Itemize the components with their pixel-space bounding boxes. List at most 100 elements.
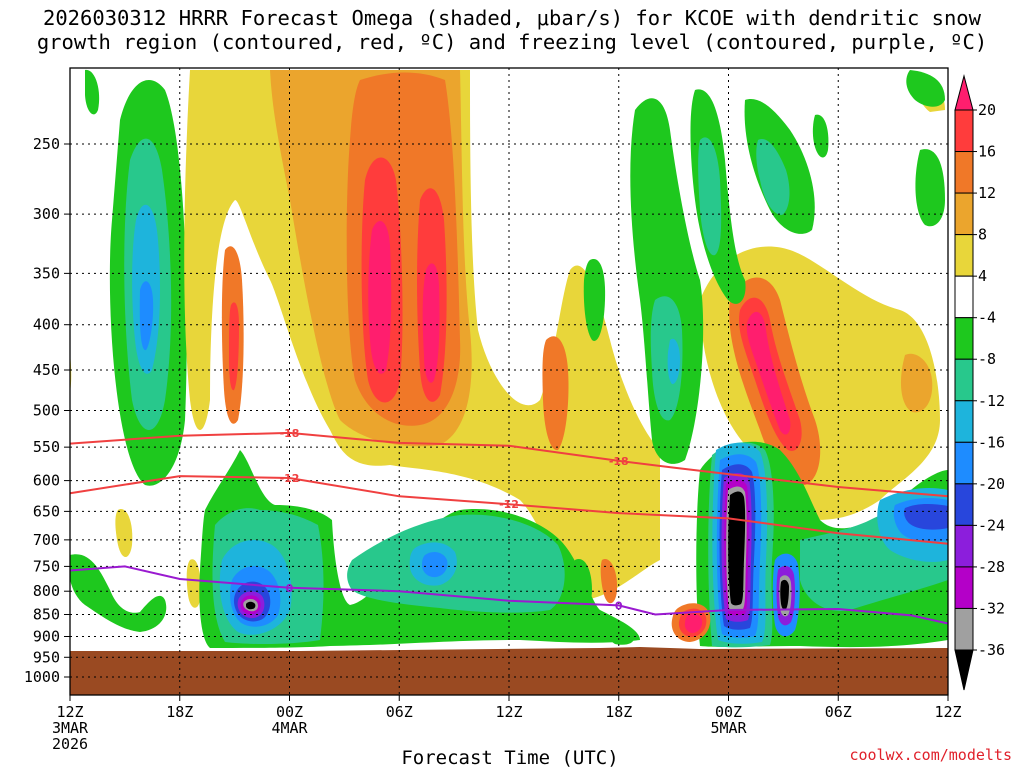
dgz-contour-label: -12 <box>280 472 300 485</box>
omega-region <box>756 139 790 215</box>
colorbar-swatch <box>954 192 974 236</box>
omega-region <box>542 336 569 451</box>
omega-region <box>667 338 680 385</box>
colorbar-swatch <box>954 358 974 402</box>
x-tick-label: 12Z <box>56 703 83 721</box>
omega-region <box>422 552 448 578</box>
colorbar-swatch <box>954 151 974 194</box>
omega-region <box>630 98 704 464</box>
y-tick-label: 250 <box>33 135 60 153</box>
x-tick-label: 06Z <box>825 703 852 721</box>
omega-region <box>186 559 201 608</box>
x-tick-label: 00Z <box>715 703 742 721</box>
x-tick-sublabel: 4MAR <box>271 719 308 737</box>
colorbar-swatch <box>954 483 974 526</box>
dgz-contour-label: -18 <box>280 427 300 440</box>
y-tick-label: 800 <box>33 582 60 600</box>
omega-region <box>229 302 239 391</box>
x-tick-label: 00Z <box>276 703 303 721</box>
colorbar-label: -8 <box>978 350 996 368</box>
colorbar-label: -16 <box>978 433 1005 451</box>
y-tick-label: 700 <box>33 531 60 549</box>
y-tick-label: 900 <box>33 627 60 645</box>
colorbar-label: -20 <box>978 475 1005 493</box>
colorbar-swatch <box>954 317 974 360</box>
freezing-level-contour-label: 0 <box>286 582 294 595</box>
omega-region <box>70 554 167 632</box>
x-axis-label: Forecast Time (UTC) <box>401 747 618 768</box>
dgz-contour-label: -18 <box>609 455 629 468</box>
dgz-contour <box>69 431 949 498</box>
y-tick-label: 400 <box>33 316 60 334</box>
y-tick-label: 650 <box>33 502 60 520</box>
x-tick-sublabel: 2026 <box>52 735 88 753</box>
x-tick-label: 12Z <box>934 703 961 721</box>
colorbar-swatch <box>954 607 974 651</box>
omega-region <box>246 601 256 610</box>
omega-shading <box>70 69 948 648</box>
y-tick-label: 850 <box>33 606 60 624</box>
omega-region <box>900 353 933 413</box>
omega-region <box>650 296 683 421</box>
colorbar-swatch <box>954 109 974 153</box>
omega-region <box>422 263 440 383</box>
y-tick-label: 550 <box>33 438 60 456</box>
x-tick-sublabel: 3MAR <box>52 719 89 737</box>
omega-region <box>728 491 746 606</box>
freezing-level-contour-label: 0 <box>615 599 623 612</box>
omega-region <box>812 114 829 158</box>
chart-title: 2026030312 HRRR Forecast Omega (shaded, … <box>0 6 1024 54</box>
dgz-contour <box>69 475 949 545</box>
x-tick-label: 06Z <box>386 703 413 721</box>
y-tick-label: 450 <box>33 361 60 379</box>
colorbar-bottom-arrow <box>954 649 974 691</box>
temperature-contours: -18 -18 -12 -12 0 0 <box>69 427 949 625</box>
colorbar-swatch <box>954 441 974 485</box>
x-tick-label: 12Z <box>495 703 522 721</box>
y-tick-label: 500 <box>33 402 60 420</box>
x-tick-sublabel: 5MAR <box>710 719 747 737</box>
omega-region <box>904 503 948 530</box>
omega-region <box>139 281 154 351</box>
omega-region <box>780 579 789 610</box>
omega-region <box>746 311 791 435</box>
freezing-level-contour <box>69 565 949 625</box>
y-axis: 250 300 350 400 450 500 550 600 650 700 750 800 850 9… <box>24 135 70 686</box>
omega-region <box>906 70 945 107</box>
omega-region <box>915 149 945 227</box>
colorbar-swatch <box>954 566 974 609</box>
colorbar-label: 12 <box>978 184 996 202</box>
colorbar-label: 8 <box>978 226 987 244</box>
colorbar-label: -32 <box>978 599 1005 617</box>
omega-region <box>368 221 392 374</box>
omega-region <box>600 559 618 604</box>
colorbar: 20 16 12 8 4 -4 -8 -12 -16 -20 -24 -28 -32 -36 <box>954 74 1005 691</box>
colorbar-label: -12 <box>978 392 1005 410</box>
omega-region <box>607 627 634 645</box>
y-tick-label: 300 <box>33 205 60 223</box>
omega-region <box>115 509 133 558</box>
y-tick-label: 350 <box>33 264 60 282</box>
y-tick-label: 750 <box>33 557 60 575</box>
credit-text: coolwx.com/modelts <box>849 746 1012 764</box>
x-tick-label: 18Z <box>605 703 632 721</box>
colorbar-swatch <box>954 234 974 277</box>
dgz-contour-label: -12 <box>499 498 519 511</box>
colorbar-label: -28 <box>978 558 1005 576</box>
colorbar-label: -4 <box>978 309 996 327</box>
y-tick-label: 600 <box>33 472 60 490</box>
omega-region <box>684 613 703 633</box>
colorbar-label: 16 <box>978 143 996 161</box>
colorbar-swatch <box>954 400 974 443</box>
colorbar-label: 20 <box>978 101 996 119</box>
omega-region <box>583 259 606 341</box>
colorbar-swatch <box>954 275 974 319</box>
omega-region <box>85 69 100 115</box>
colorbar-top-arrow <box>954 74 974 111</box>
colorbar-label: 4 <box>978 267 987 285</box>
omega-region <box>698 137 722 256</box>
title-line-2: growth region (contoured, red, ºC) and f… <box>36 30 988 54</box>
